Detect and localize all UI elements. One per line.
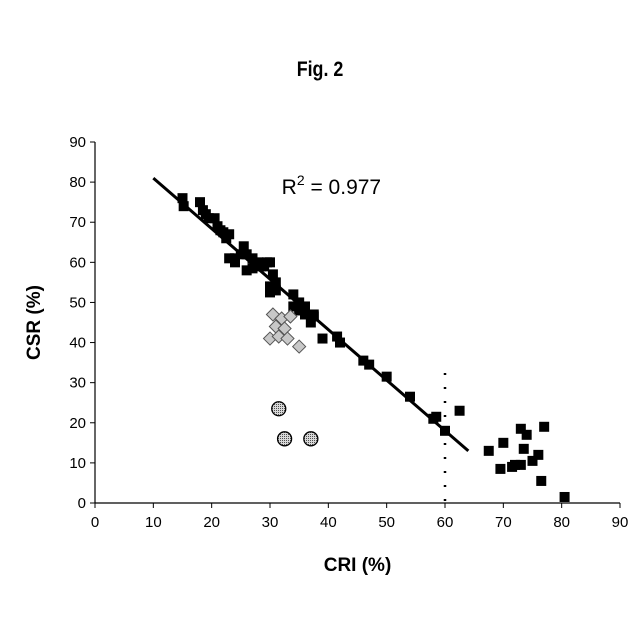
data-point-square xyxy=(498,438,508,448)
y-tick-label: 0 xyxy=(78,495,86,512)
data-point-square xyxy=(484,446,494,456)
data-point-square xyxy=(431,412,441,422)
y-tick-label: 10 xyxy=(69,455,86,472)
x-tick-label: 60 xyxy=(437,514,454,531)
data-point-circle xyxy=(304,432,318,446)
data-points xyxy=(178,193,570,502)
data-point-square xyxy=(533,450,543,460)
data-point-circle xyxy=(278,432,292,446)
data-point-square xyxy=(519,444,529,454)
data-point-square xyxy=(364,360,374,370)
data-point-square xyxy=(516,460,526,470)
data-point-square xyxy=(265,257,275,267)
x-tick-label: 30 xyxy=(262,514,279,531)
data-point-diamond xyxy=(293,340,306,353)
y-tick-label: 80 xyxy=(69,174,86,191)
chart-labels: 0 10 20 30 40 50 60 70 80 90 0 10 20 30 40 50 60 70 80 90 CR… xyxy=(24,134,628,576)
x-tick-label: 70 xyxy=(495,514,512,531)
data-point-square xyxy=(300,301,310,311)
y-tick-label: 60 xyxy=(69,254,86,271)
data-point-square xyxy=(495,464,505,474)
y-axis-title: CSR (%) xyxy=(24,285,45,360)
data-point-square xyxy=(560,492,570,502)
y-tick-label: 30 xyxy=(69,375,86,392)
y-tick-label: 50 xyxy=(69,294,86,311)
data-point-square xyxy=(224,229,234,239)
data-point-square xyxy=(455,406,465,416)
data-point-square xyxy=(536,476,546,486)
y-tick-label: 40 xyxy=(69,335,86,352)
x-tick-label: 0 xyxy=(91,514,99,531)
x-tick-label: 90 xyxy=(612,514,629,531)
data-point-square xyxy=(318,334,328,344)
x-axis-title: CRI (%) xyxy=(324,555,392,576)
data-point-square xyxy=(382,372,392,382)
y-tick-label: 70 xyxy=(69,214,86,231)
x-tick-label: 20 xyxy=(203,514,220,531)
data-point-square xyxy=(522,430,532,440)
data-point-square xyxy=(179,201,189,211)
x-tick-label: 50 xyxy=(378,514,395,531)
r-squared-annotation: R2 = 0.977 xyxy=(282,172,381,199)
data-point-square xyxy=(539,422,549,432)
y-tick-label: 90 xyxy=(69,134,86,151)
x-tick-label: 10 xyxy=(145,514,162,531)
data-point-square xyxy=(405,392,415,402)
data-point-square xyxy=(271,285,281,295)
data-point-square xyxy=(335,338,345,348)
x-tick-label: 40 xyxy=(320,514,337,531)
x-tick-label: 80 xyxy=(553,514,570,531)
data-point-circle xyxy=(272,402,286,416)
data-point-square xyxy=(440,426,450,436)
guide-lines xyxy=(153,178,468,501)
data-point-square xyxy=(309,309,319,319)
y-tick-label: 20 xyxy=(69,415,86,432)
